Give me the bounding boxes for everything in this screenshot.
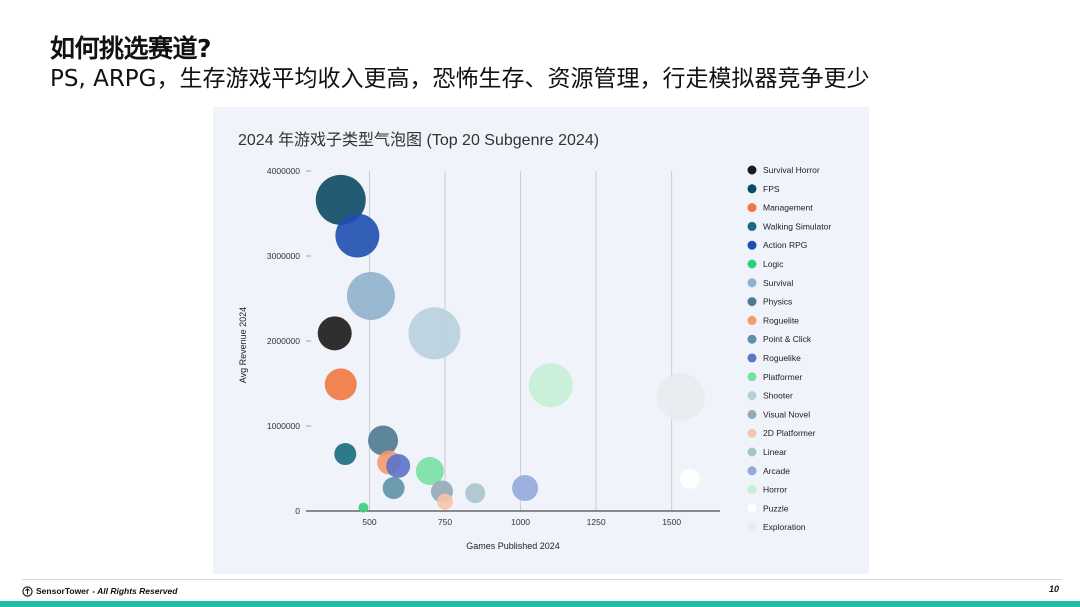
legend-swatch	[747, 334, 757, 344]
legend-swatch	[747, 278, 757, 288]
legend-swatch	[747, 409, 757, 419]
legend-label: 2D Platformer	[763, 428, 816, 438]
chart-title: 2024 年游戏子类型气泡图 (Top 20 Subgenre 2024)	[238, 131, 599, 149]
x-tick-label: 1500	[662, 517, 681, 527]
x-tick-label: 1250	[587, 517, 606, 527]
bubble-survival-horror	[317, 316, 352, 351]
page-number: 10	[1048, 584, 1059, 594]
y-tick-label: 0	[295, 506, 300, 516]
legend-swatch	[747, 428, 757, 438]
sensortower-logo-icon	[22, 585, 33, 597]
legend-label: FPS	[763, 184, 780, 194]
legend-swatch	[747, 184, 757, 194]
bubble-horror	[528, 363, 573, 408]
legend-swatch	[747, 165, 757, 175]
bubble-survival	[346, 271, 395, 320]
legend-swatch	[747, 372, 757, 382]
bubble-physics	[368, 425, 399, 456]
bottom-accent-bar	[0, 601, 1080, 607]
legend-label: Point & Click	[763, 334, 812, 344]
legend-swatch	[747, 240, 757, 250]
y-tick-label: 2000000	[267, 336, 300, 346]
legend-swatch	[747, 259, 757, 269]
bubble-walking-simulator	[334, 443, 357, 466]
bubbles	[315, 174, 705, 513]
bubble-arcade	[512, 475, 539, 502]
slide-title: 如何挑选赛道?	[50, 34, 212, 63]
legend-label: Shooter	[763, 391, 793, 401]
bubble-shooter	[408, 307, 461, 360]
bubble-fps	[315, 174, 366, 225]
x-tick-label: 750	[438, 517, 452, 527]
bubble-chart: 2024 年游戏子类型气泡图 (Top 20 Subgenre 2024) 50…	[238, 131, 831, 551]
bubble-puzzle	[679, 468, 700, 489]
bubble-exploration	[656, 373, 705, 422]
y-tick-label: 4000000	[267, 166, 300, 176]
x-tick-label: 1000	[511, 517, 530, 527]
legend-swatch	[747, 221, 757, 231]
y-tick-label: 1000000	[267, 421, 300, 431]
legend-swatch	[747, 353, 757, 363]
bubble-point-click	[382, 477, 405, 500]
legend-label: Exploration	[763, 522, 806, 532]
y-axis-label: Avg Revenue 2024	[238, 307, 248, 383]
legend-label: Roguelite	[763, 315, 799, 325]
chart-panel: 2024 年游戏子类型气泡图 (Top 20 Subgenre 2024) 50…	[213, 107, 869, 574]
legend-label: Action RPG	[763, 240, 807, 250]
footer-divider	[22, 579, 1062, 580]
legend-swatch	[747, 203, 757, 213]
legend-label: Platformer	[763, 372, 802, 382]
legend-swatch	[747, 522, 757, 532]
y-tick-label: 3000000	[267, 251, 300, 261]
legend-label: Physics	[763, 297, 792, 307]
axes: 500 750 1000 1250 1500 0 1000000 2000000 3000000…	[267, 166, 720, 527]
legend-label: Roguelike	[763, 353, 801, 363]
legend-label: Puzzle	[763, 503, 789, 513]
legend-label: Survival Horror	[763, 165, 820, 175]
legend-label: Linear	[763, 447, 787, 457]
bubble-roguelike	[386, 453, 411, 478]
legend-label: Management	[763, 203, 813, 213]
legend-swatch	[747, 485, 757, 495]
footer-rights: - All Rights Reserved	[92, 586, 178, 596]
legend-swatch	[747, 315, 757, 325]
bubble-2d-platformer	[437, 493, 454, 510]
legend-swatch	[747, 447, 757, 457]
legend-label: Visual Novel	[763, 409, 810, 419]
x-axis-label: Games Published 2024	[466, 541, 560, 551]
x-tick-label: 500	[362, 517, 376, 527]
legend-label: Arcade	[763, 466, 790, 476]
legend-label: Survival	[763, 278, 793, 288]
legend-swatch	[747, 391, 757, 401]
bubble-logic	[358, 502, 369, 513]
bubble-linear	[465, 483, 486, 504]
legend-label: Horror	[763, 485, 787, 495]
footer-brand: SensorTower - All Rights Reserved	[22, 585, 177, 597]
grid-lines	[306, 170, 673, 512]
bubble-action-rpg	[335, 213, 380, 258]
legend-label: Walking Simulator	[763, 221, 831, 231]
legend-swatch	[747, 297, 757, 307]
legend-swatch	[747, 466, 757, 476]
bubble-management	[324, 368, 357, 401]
legend-swatch	[747, 503, 757, 513]
slide-subtitle: PS, ARPG，生存游戏平均收入更高，恐怖生存、资源管理，行走模拟器竞争更少	[50, 66, 870, 92]
legend-label: Logic	[763, 259, 784, 269]
legend: Survival Horror FPS Management Walking Simu…	[747, 165, 831, 532]
footer-brand-name: SensorTower	[36, 586, 90, 596]
bubble-platformer	[415, 457, 444, 486]
